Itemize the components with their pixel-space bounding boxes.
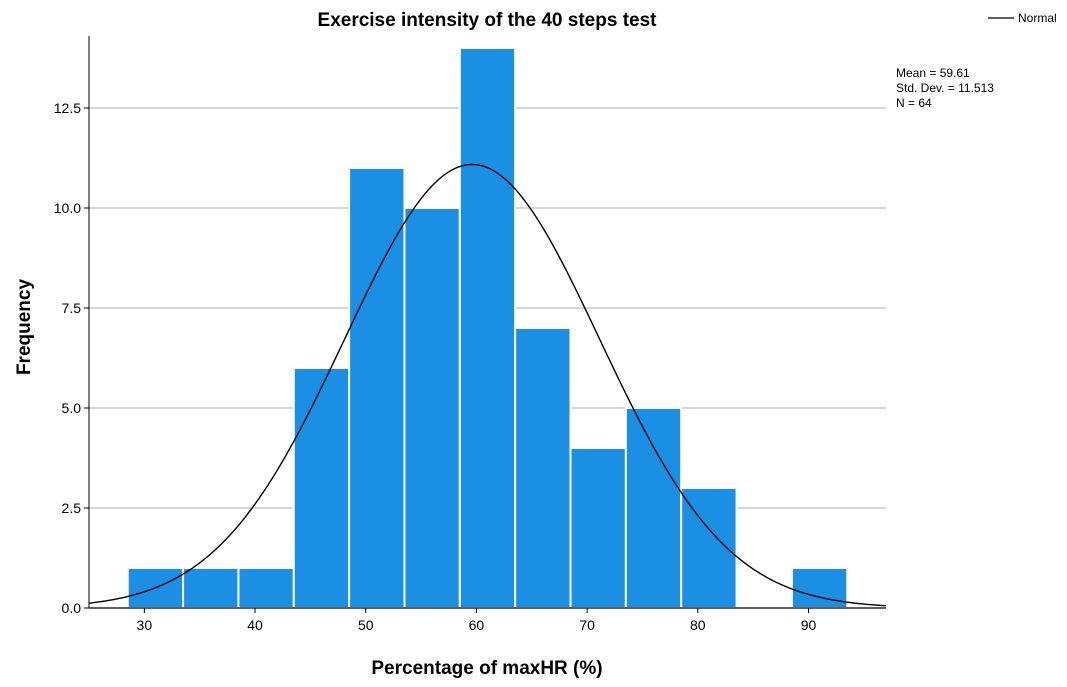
x-tick-label-3: 60 bbox=[469, 617, 485, 633]
y-axis-label: Frequency bbox=[14, 279, 35, 376]
histogram-bar-10 bbox=[681, 488, 736, 608]
x-tick-label-4: 70 bbox=[579, 617, 595, 633]
stats-mean: Mean = 59.61 bbox=[896, 66, 970, 80]
histogram-bar-6 bbox=[460, 48, 515, 608]
x-tick-label-0: 30 bbox=[137, 617, 153, 633]
histogram-bar-5 bbox=[404, 208, 459, 608]
y-tick-label-0: 0.0 bbox=[62, 600, 82, 616]
histogram-bar-7 bbox=[515, 328, 570, 608]
histogram-bar-1 bbox=[183, 568, 238, 608]
legend: Normal bbox=[988, 11, 1057, 25]
histogram-bar-2 bbox=[238, 568, 293, 608]
x-tick-label-6: 90 bbox=[801, 617, 817, 633]
y-tick-label-1: 2.5 bbox=[62, 500, 82, 516]
histogram-bar-8 bbox=[571, 448, 626, 608]
histogram-bars bbox=[128, 48, 848, 608]
stats-box: Mean = 59.61 Std. Dev. = 11.513 N = 64 bbox=[896, 66, 994, 110]
x-tick-label-5: 80 bbox=[690, 617, 706, 633]
histogram-bar-3 bbox=[294, 368, 349, 608]
x-tick-label-1: 40 bbox=[247, 617, 263, 633]
histogram-bar-9 bbox=[626, 408, 681, 608]
histogram-bar-4 bbox=[349, 168, 404, 608]
x-tick-label-2: 50 bbox=[358, 617, 374, 633]
histogram-bar-12 bbox=[792, 568, 847, 608]
y-tick-label-4: 10.0 bbox=[54, 200, 81, 216]
stats-n: N = 64 bbox=[896, 96, 932, 110]
y-tick-label-2: 5.0 bbox=[62, 400, 82, 416]
x-axis-label: Percentage of maxHR (%) bbox=[371, 658, 602, 679]
y-tick-label-5: 12.5 bbox=[54, 100, 81, 116]
chart-title: Exercise intensity of the 40 steps test bbox=[318, 10, 658, 31]
y-tick-label-3: 7.5 bbox=[62, 300, 82, 316]
stats-std-dev: Std. Dev. = 11.513 bbox=[896, 81, 994, 95]
legend-normal-label: Normal bbox=[1018, 11, 1057, 25]
